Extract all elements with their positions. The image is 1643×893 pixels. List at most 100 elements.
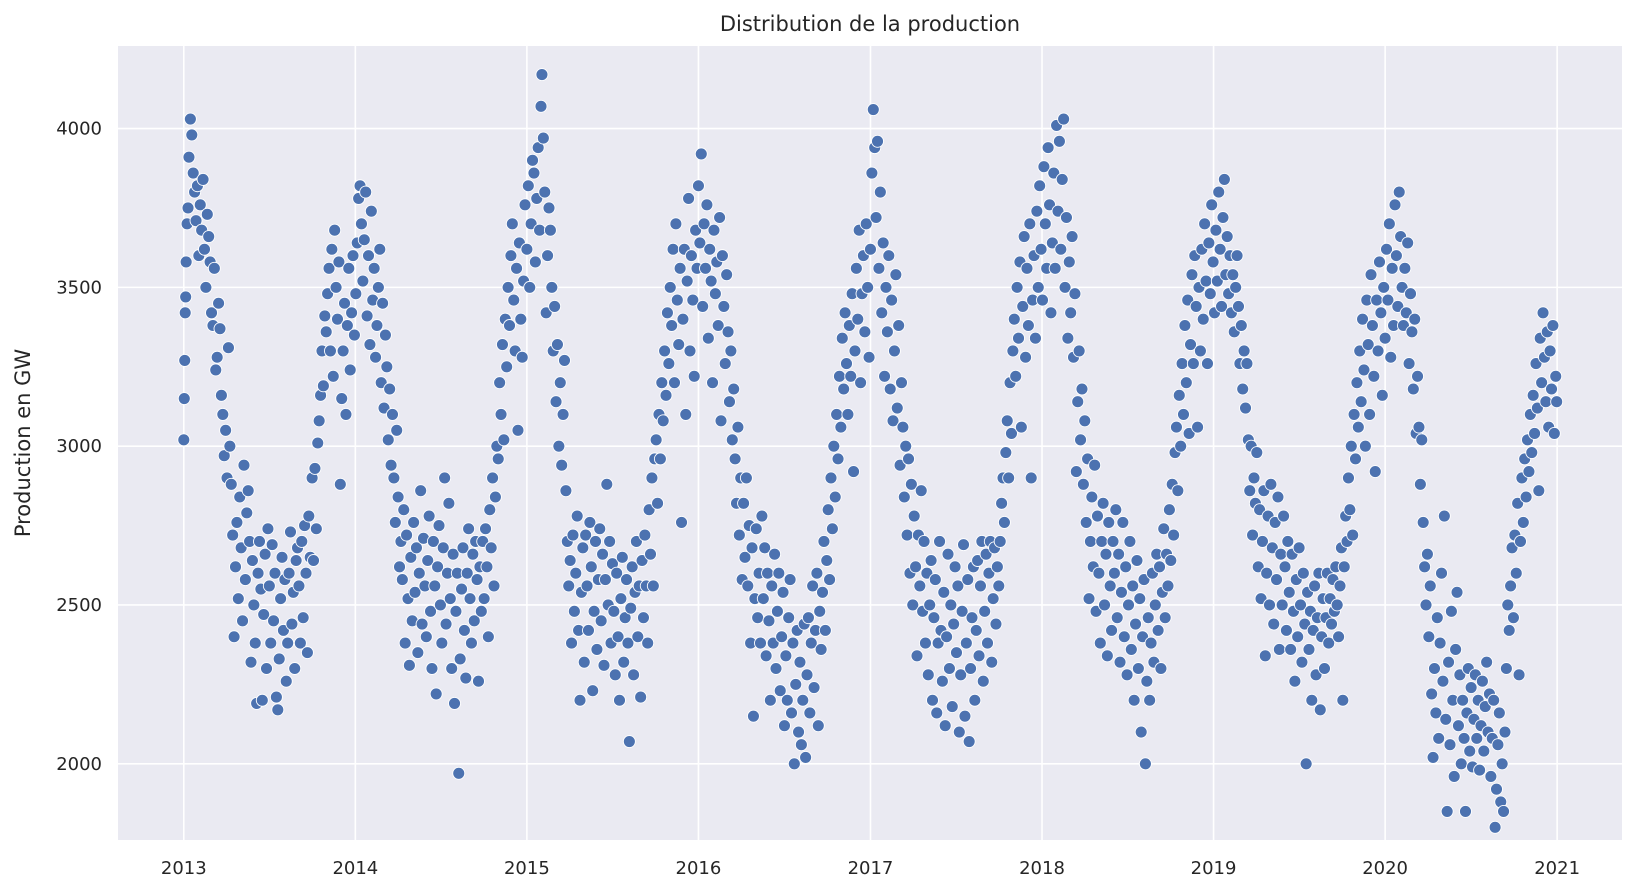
data-point: [961, 573, 975, 587]
data-point: [816, 585, 829, 599]
data-point: [1122, 598, 1135, 612]
data-point: [410, 541, 423, 555]
data-point: [1405, 325, 1419, 339]
data-point: [346, 249, 360, 263]
data-point: [1525, 446, 1539, 459]
data-point: [834, 420, 848, 434]
data-point: [1346, 528, 1360, 542]
data-point: [1367, 369, 1381, 383]
data-point: [957, 538, 970, 552]
data-point: [732, 528, 746, 542]
data-point: [316, 379, 330, 393]
data-point: [439, 617, 453, 631]
y-axis-ticks: 2000 2500 3000 3500 4000: [56, 119, 102, 775]
data-point: [1088, 458, 1102, 472]
data-point: [1198, 217, 1212, 231]
data-point: [1024, 471, 1038, 485]
data-point: [213, 322, 227, 336]
data-point: [653, 452, 667, 466]
data-point: [226, 528, 240, 542]
data-point: [783, 573, 797, 587]
data-point: [221, 341, 235, 355]
data-point: [866, 103, 880, 116]
y-tick-label: 3000: [56, 436, 102, 457]
data-point: [1361, 338, 1375, 351]
data-point: [907, 509, 921, 523]
data-point: [910, 649, 924, 663]
data-point: [1288, 674, 1302, 688]
data-point: [579, 528, 593, 542]
data-point: [787, 757, 801, 771]
data-point: [1134, 725, 1148, 739]
data-point: [913, 579, 927, 593]
data-point: [1092, 566, 1106, 580]
data-point: [455, 582, 469, 596]
data-point: [538, 185, 552, 199]
data-point: [582, 623, 595, 637]
x-tick-label: 2019: [1191, 858, 1237, 879]
data-point: [460, 566, 474, 580]
data-point: [390, 423, 404, 437]
data-point: [541, 249, 555, 263]
data-point: [193, 198, 207, 212]
data-point: [497, 433, 511, 447]
data-point: [914, 484, 928, 498]
data-point: [775, 630, 789, 644]
data-point: [1203, 287, 1217, 301]
data-point: [696, 299, 710, 313]
data-point: [1336, 693, 1350, 707]
data-point: [1215, 299, 1229, 313]
data-point: [1091, 509, 1104, 523]
data-point: [329, 280, 343, 294]
data-point: [1076, 477, 1090, 491]
data-point: [1451, 719, 1465, 733]
data-point: [419, 630, 433, 644]
data-point: [487, 579, 501, 593]
data-point: [1363, 407, 1377, 421]
data-point: [624, 601, 638, 615]
data-point: [1302, 642, 1316, 656]
data-point: [711, 319, 725, 332]
data-point: [397, 503, 411, 517]
data-point: [422, 509, 436, 523]
data-point: [806, 579, 820, 593]
data-point: [1313, 703, 1327, 717]
data-point: [229, 560, 242, 574]
data-point: [1096, 496, 1110, 510]
data-point: [1012, 331, 1025, 345]
data-point: [526, 153, 539, 167]
data-point: [1006, 344, 1020, 358]
data-point: [879, 280, 893, 294]
data-point: [253, 535, 266, 548]
data-point: [1371, 344, 1385, 358]
data-point: [566, 528, 580, 542]
data-point: [1497, 804, 1511, 818]
data-point: [847, 465, 860, 479]
data-point: [299, 566, 313, 580]
data-point: [849, 261, 863, 275]
data-point: [511, 423, 525, 437]
data-point: [383, 382, 397, 396]
x-tick-label: 2018: [1019, 858, 1065, 879]
data-point: [1000, 414, 1014, 428]
data-point: [295, 535, 309, 548]
data-point: [312, 414, 326, 428]
data-point: [1148, 598, 1162, 612]
data-point: [1144, 636, 1158, 650]
data-point: [380, 360, 394, 374]
data-point: [1447, 770, 1461, 783]
data-point: [1229, 280, 1243, 294]
data-point: [515, 350, 529, 364]
data-point: [799, 750, 813, 764]
data-point: [1255, 535, 1269, 548]
data-point: [862, 350, 876, 364]
data-point: [448, 696, 461, 710]
data-point: [755, 509, 769, 523]
data-point: [848, 344, 862, 358]
data-point: [727, 382, 741, 396]
data-point: [452, 766, 466, 780]
data-point: [412, 566, 426, 580]
data-point: [1196, 312, 1210, 326]
data-point: [725, 433, 739, 447]
data-point: [793, 655, 807, 669]
